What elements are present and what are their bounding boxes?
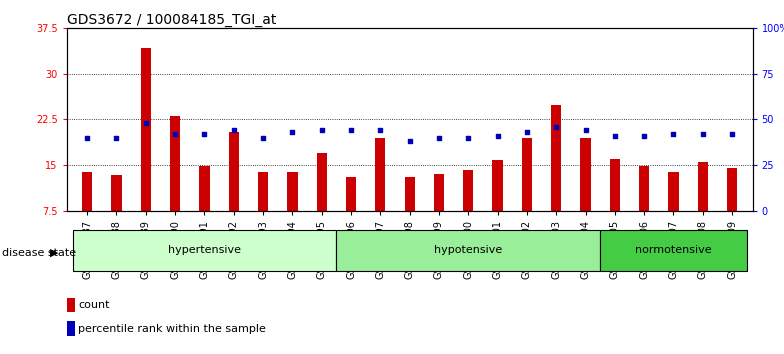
- Bar: [463, 170, 474, 211]
- Bar: [522, 138, 532, 211]
- Point: [726, 131, 739, 137]
- Bar: [727, 168, 737, 211]
- Bar: [639, 166, 649, 211]
- Point: [374, 127, 387, 133]
- Bar: [258, 172, 268, 211]
- Text: count: count: [78, 300, 110, 310]
- Text: GDS3672 / 100084185_TGI_at: GDS3672 / 100084185_TGI_at: [67, 13, 276, 27]
- Bar: [698, 162, 708, 211]
- Bar: [111, 175, 122, 211]
- Text: percentile rank within the sample: percentile rank within the sample: [78, 324, 267, 334]
- Point: [286, 130, 299, 135]
- Point: [345, 127, 358, 133]
- Point: [550, 124, 562, 130]
- Point: [667, 131, 680, 137]
- Bar: [229, 132, 239, 211]
- Bar: [668, 172, 679, 211]
- Point: [403, 138, 416, 144]
- Point: [315, 127, 328, 133]
- Bar: [405, 177, 415, 211]
- Point: [140, 120, 152, 126]
- Bar: [140, 48, 151, 211]
- Point: [608, 133, 621, 139]
- Point: [111, 135, 123, 141]
- Bar: [551, 105, 561, 211]
- Point: [696, 131, 709, 137]
- Point: [227, 127, 240, 133]
- Point: [198, 131, 211, 137]
- Text: disease state: disease state: [2, 248, 76, 258]
- Bar: [170, 116, 180, 211]
- Bar: [376, 138, 386, 211]
- Point: [257, 135, 270, 141]
- Bar: [72, 230, 336, 271]
- Bar: [601, 230, 747, 271]
- Bar: [580, 138, 590, 211]
- Bar: [287, 172, 297, 211]
- Bar: [82, 172, 93, 211]
- Bar: [336, 230, 601, 271]
- Point: [579, 127, 592, 133]
- Bar: [199, 166, 209, 211]
- Point: [492, 133, 504, 139]
- Bar: [492, 160, 503, 211]
- Point: [433, 135, 445, 141]
- Point: [462, 135, 474, 141]
- Text: hypotensive: hypotensive: [434, 245, 503, 256]
- Point: [169, 131, 181, 137]
- Text: normotensive: normotensive: [635, 245, 712, 256]
- Point: [521, 130, 533, 135]
- Text: ▶: ▶: [50, 248, 59, 258]
- Bar: [434, 173, 444, 211]
- Bar: [346, 177, 356, 211]
- Bar: [610, 159, 620, 211]
- Bar: [317, 153, 327, 211]
- Bar: [67, 321, 75, 336]
- Bar: [67, 297, 75, 312]
- Point: [638, 133, 651, 139]
- Point: [81, 135, 93, 141]
- Text: hypertensive: hypertensive: [168, 245, 241, 256]
